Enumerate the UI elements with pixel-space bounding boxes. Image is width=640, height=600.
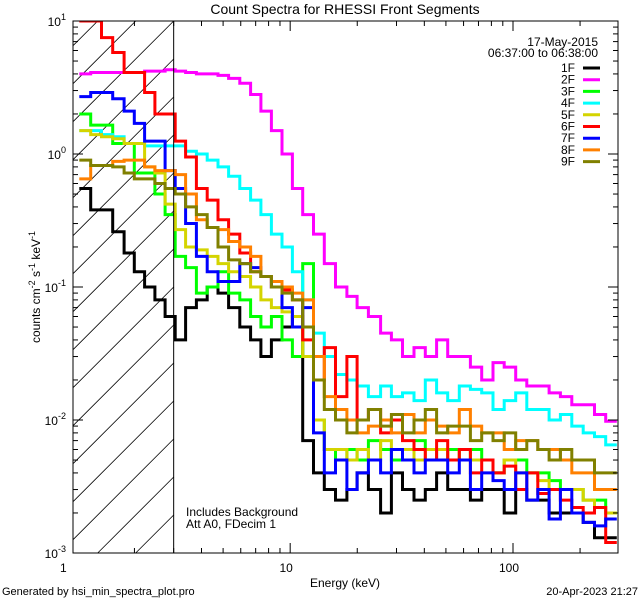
legend-label-8F: 8F — [561, 143, 575, 157]
legend-label-7F: 7F — [561, 131, 575, 145]
legend-label-2F: 2F — [561, 73, 575, 87]
hatch-line — [72, 438, 174, 540]
y-tick-label: 10-3 — [45, 544, 66, 561]
hatch-line — [72, 134, 174, 236]
hatch-line — [72, 286, 174, 388]
y-tick-label: 10-1 — [45, 278, 66, 295]
series-9F — [79, 158, 617, 475]
series-4F — [79, 129, 617, 447]
y-tick-label: 101 — [48, 12, 66, 29]
x-tick-label: 1 — [60, 561, 67, 575]
annotation-attenuator: Att A0, FDecim 1 — [186, 517, 276, 531]
hatch-line — [72, 324, 174, 426]
series-7F — [79, 91, 617, 528]
legend-label-9F: 9F — [561, 155, 575, 169]
chart-title: Count Spectra for RHESSI Front Segments — [210, 1, 479, 17]
legend-label-3F: 3F — [561, 84, 575, 98]
legend-label-4F: 4F — [561, 96, 575, 110]
date-label: 17-May-2015 — [527, 35, 598, 49]
annotation-background: Includes Background — [186, 505, 298, 519]
series-2F — [79, 68, 617, 423]
series-5F — [79, 129, 617, 515]
time-range-label: 06:37:00 to 06:38:00 — [488, 46, 598, 60]
y-tick-label: 10-2 — [45, 411, 66, 428]
y-axis-label: counts cm-2 s-1 keV-1 — [27, 231, 43, 343]
legend-label-6F: 6F — [561, 120, 575, 134]
x-tick-label: 100 — [499, 561, 519, 575]
x-tick-label: 10 — [279, 561, 293, 575]
footer-generated-by: Generated by hsi_min_spectra_plot.pro — [2, 586, 195, 598]
x-axis-label: Energy (keV) — [310, 576, 380, 590]
hatch-line — [72, 362, 174, 464]
hatch-line — [72, 210, 174, 312]
hatch-line — [72, 400, 174, 502]
hatch-line — [97, 476, 174, 554]
hatch-line — [135, 514, 174, 554]
y-tick-label: 100 — [48, 145, 66, 162]
hatch-line — [72, 248, 174, 350]
legend-label-5F: 5F — [561, 108, 575, 122]
series-8F — [79, 158, 617, 491]
hatch-line — [72, 172, 174, 274]
legend-label-1F: 1F — [561, 61, 575, 75]
footer-timestamp: 20-Apr-2023 21:27 — [546, 586, 638, 598]
series-1F — [79, 187, 617, 540]
